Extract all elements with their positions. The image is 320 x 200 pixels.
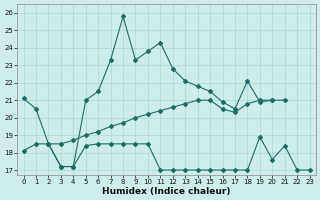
X-axis label: Humidex (Indice chaleur): Humidex (Indice chaleur) [102,187,231,196]
